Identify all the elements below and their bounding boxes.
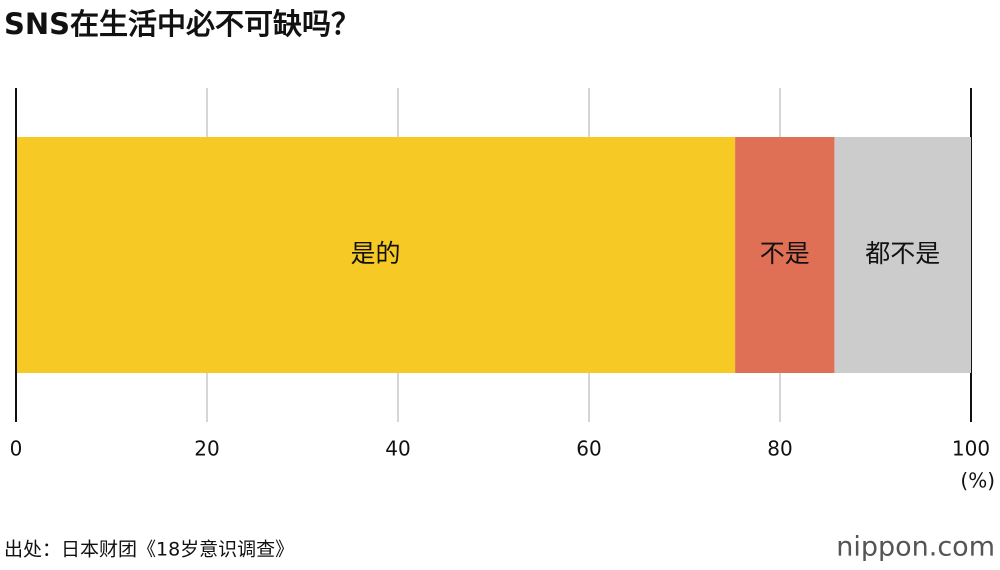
x-tick-label: 20: [194, 437, 219, 461]
bar-segment: [834, 137, 971, 373]
x-tick-label: 0: [10, 437, 23, 461]
x-tick-label: 80: [767, 437, 792, 461]
logo: nippon.com: [836, 532, 995, 563]
source: 出处：日本财团《18岁意识调查》: [4, 539, 294, 561]
chart-title: SNS在生活中必不可缺吗？: [4, 7, 360, 41]
segment-label: 是的: [351, 239, 401, 268]
x-unit-label: (%): [960, 469, 995, 493]
bar-segment: [16, 137, 736, 373]
x-tick-label: 60: [576, 437, 601, 461]
bar-segment: [735, 137, 835, 373]
segment-label: 不是: [760, 239, 810, 268]
x-tick-label: 100: [952, 437, 990, 461]
x-tick-label: 40: [385, 437, 410, 461]
segment-label: 都不是: [865, 239, 940, 268]
